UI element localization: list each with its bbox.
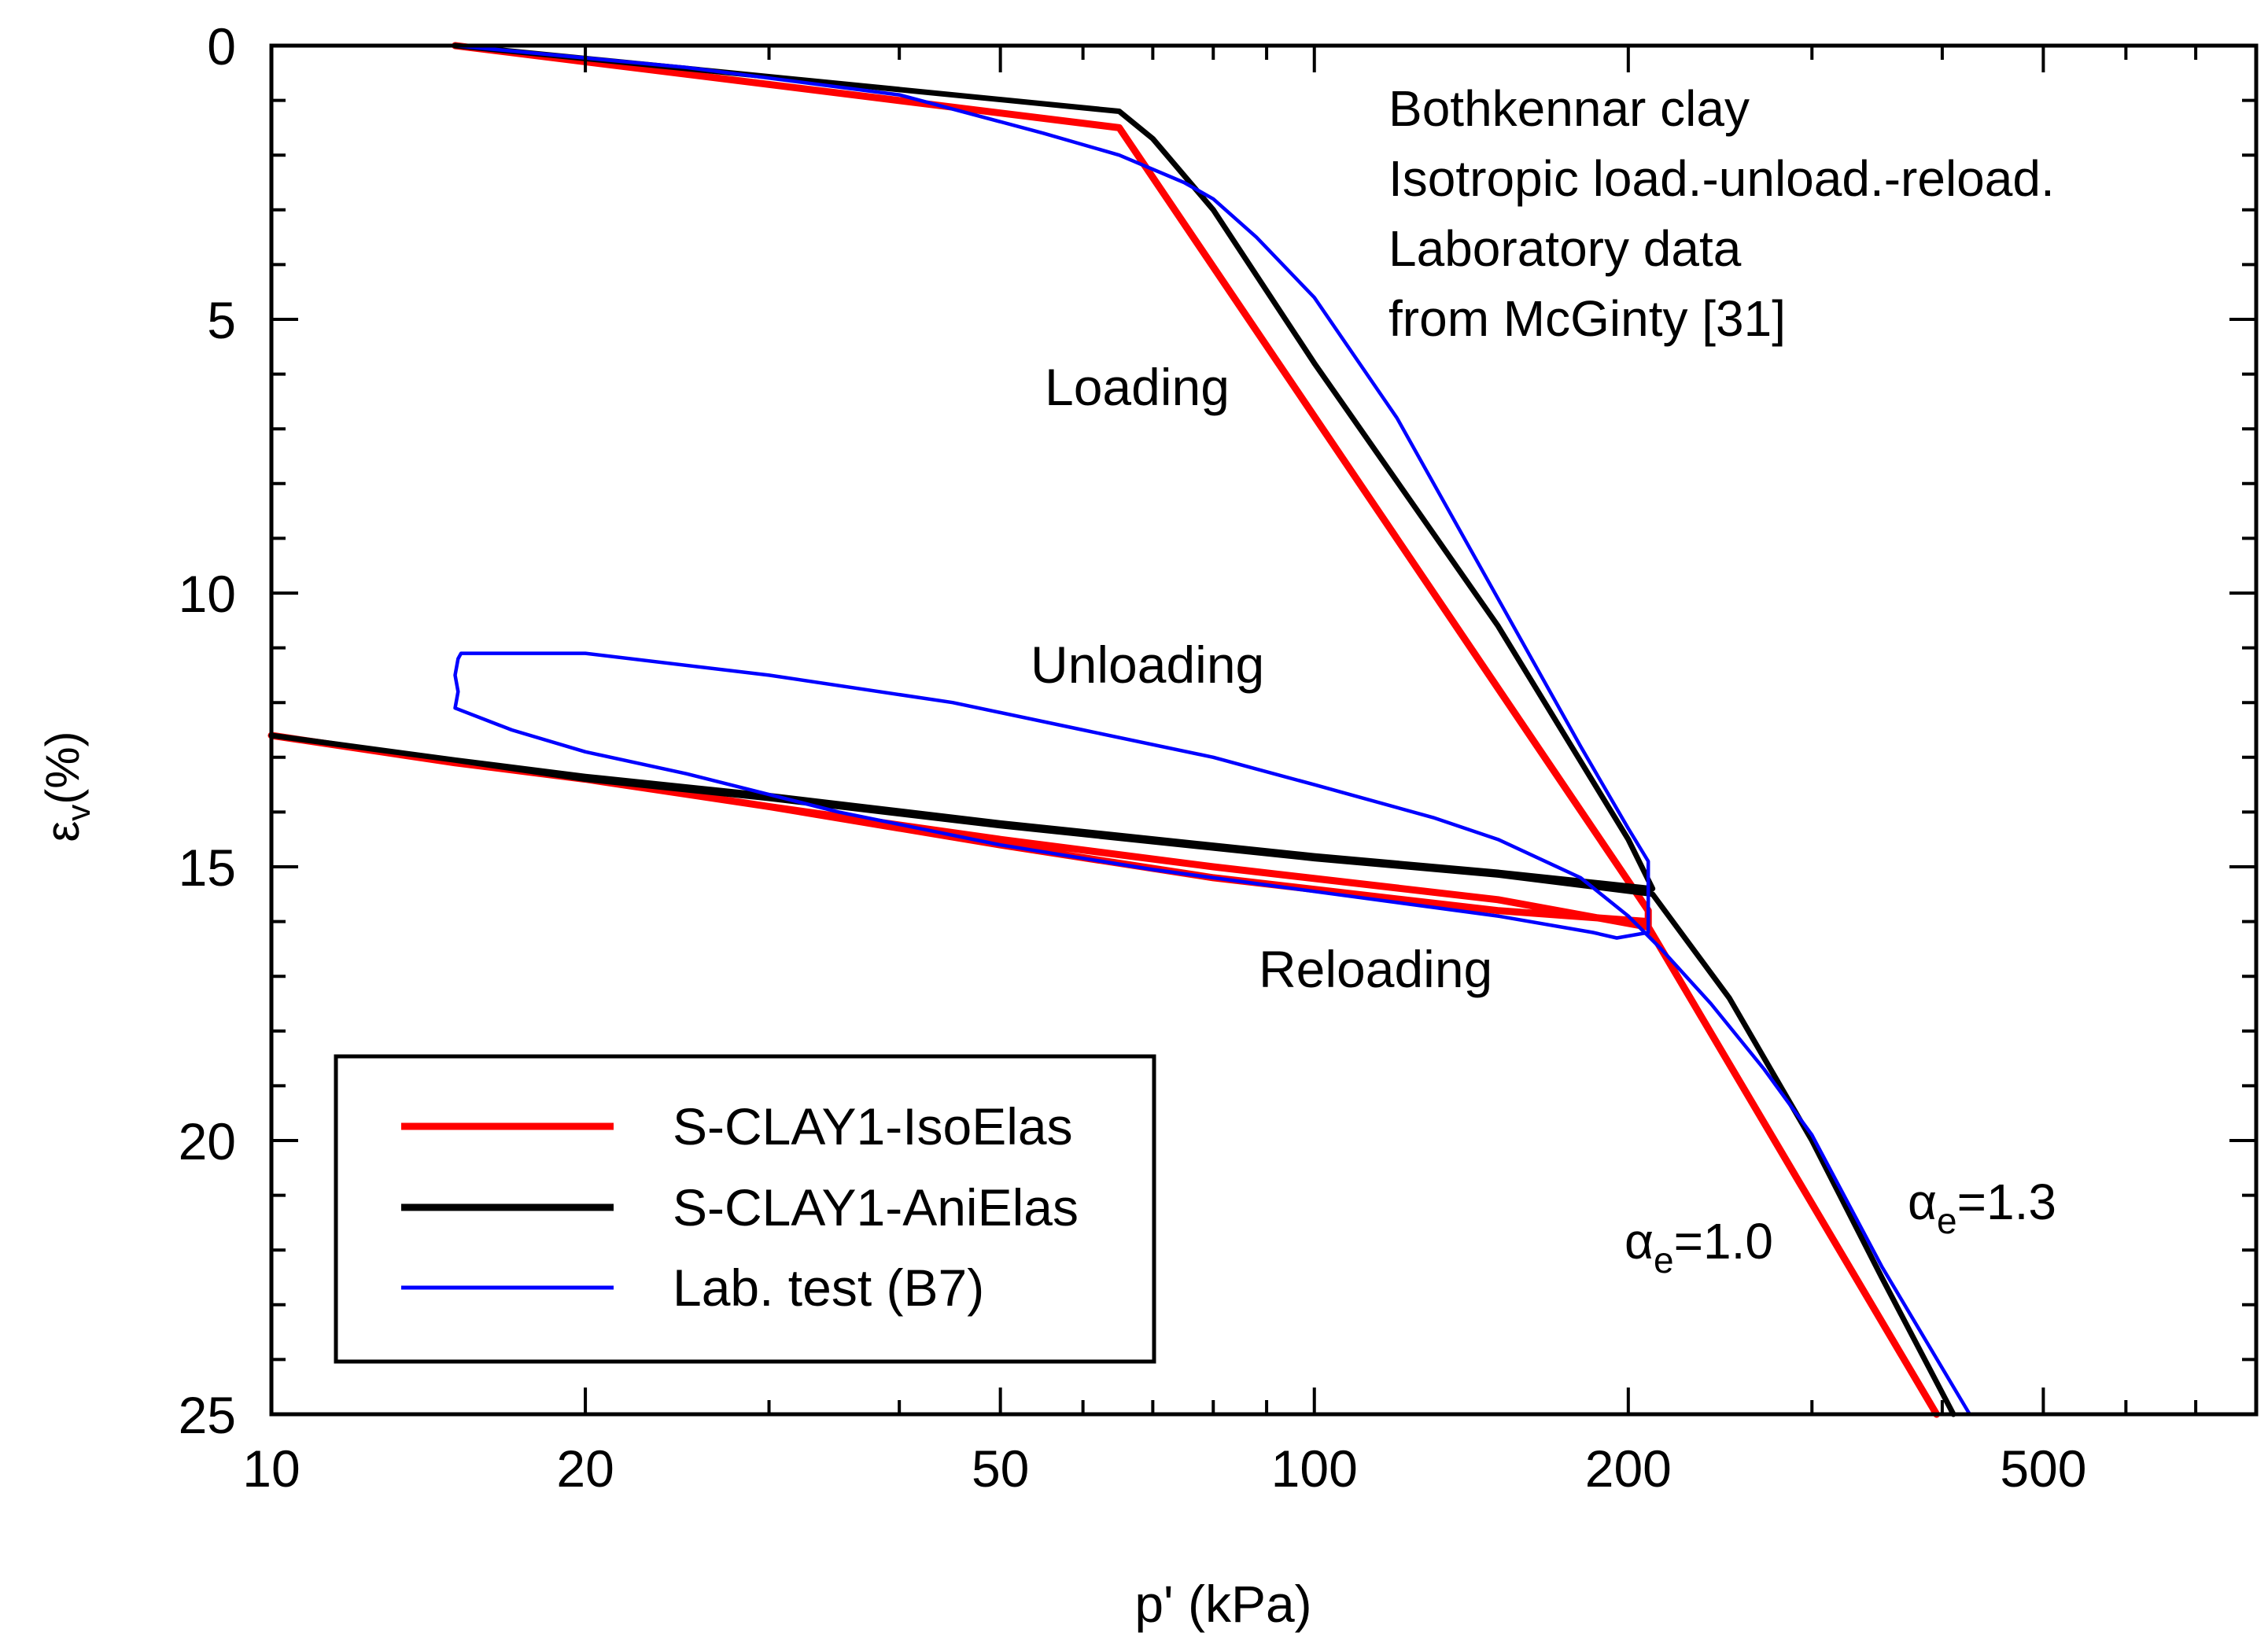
legend-item-lab: Lab. test (B7) xyxy=(401,1259,984,1317)
legend-item-ani: S-CLAY1-AniElas xyxy=(401,1178,1079,1236)
alpha-ani-symbol: α xyxy=(1908,1174,1937,1230)
alpha-iso-subscript: e xyxy=(1654,1240,1674,1281)
alpha-iso-annotation: αe=1.0 xyxy=(1624,1213,1773,1281)
y-tick-label-15: 15 xyxy=(179,838,236,897)
y-tick-label-5: 5 xyxy=(207,291,236,349)
y-axis-label-subscript: v xyxy=(60,805,97,821)
alpha-ani-subscript: e xyxy=(1937,1200,1957,1241)
x-tick-label-200: 200 xyxy=(1585,1439,1672,1498)
legend-label-ani: S-CLAY1-AniElas xyxy=(673,1178,1079,1236)
x-tick-label-20: 20 xyxy=(556,1439,614,1498)
x-tick-label-100: 100 xyxy=(1271,1439,1358,1498)
y-axis-label-symbol: ε xyxy=(36,821,89,842)
y-tick-label-20: 20 xyxy=(179,1112,236,1170)
alpha-ani-annotation: αe=1.3 xyxy=(1908,1174,2056,1241)
info-line-3: Laboratory data xyxy=(1388,220,1742,277)
series-layer xyxy=(267,42,1972,1418)
alpha-iso-symbol: α xyxy=(1624,1213,1654,1270)
alpha-ani-value: =1.3 xyxy=(1957,1174,2056,1230)
legend-label-lab: Lab. test (B7) xyxy=(673,1259,984,1317)
y-axis-label-text: εv(%) xyxy=(36,731,97,842)
reloading-annotation: Reloading xyxy=(1259,940,1492,998)
x-axis-label: p' (kPa) xyxy=(1134,1575,1311,1633)
series-line-2 xyxy=(268,42,1956,1417)
legend: S-CLAY1-IsoElas S-CLAY1-AniElas Lab. tes… xyxy=(334,1054,1156,1364)
x-tick-label-10: 10 xyxy=(242,1439,300,1498)
legend-item-iso: S-CLAY1-IsoElas xyxy=(401,1097,1073,1155)
loading-annotation: Loading xyxy=(1045,358,1230,416)
x-tick-label-500: 500 xyxy=(2000,1439,2086,1498)
y-tick-label-25: 25 xyxy=(179,1386,236,1444)
info-line-2: Isotropic load.-unload.-reload. xyxy=(1388,150,2055,207)
y-tick-labels: 0 5 10 15 20 25 xyxy=(179,17,236,1444)
legend-label-iso: S-CLAY1-IsoElas xyxy=(673,1097,1073,1155)
x-tick-labels: 10 20 50 100 200 500 xyxy=(242,1439,2086,1498)
y-tick-label-0: 0 xyxy=(207,17,236,76)
series-line-3 xyxy=(453,43,1972,1417)
alpha-iso-value: =1.0 xyxy=(1674,1213,1773,1270)
y-tick-label-10: 10 xyxy=(179,565,236,623)
unloading-annotation: Unloading xyxy=(1031,636,1264,694)
info-annotation: Bothkennar clay Isotropic load.-unload.-… xyxy=(1388,80,2055,347)
y-axis-label-unit: (%) xyxy=(36,731,89,804)
plot-frame xyxy=(269,43,2259,1417)
info-line-1: Bothkennar clay xyxy=(1388,80,1750,137)
y-axis-label: εv(%) xyxy=(36,731,97,842)
x-tick-label-50: 50 xyxy=(972,1439,1029,1498)
info-line-4: from McGinty [31] xyxy=(1388,290,1786,347)
